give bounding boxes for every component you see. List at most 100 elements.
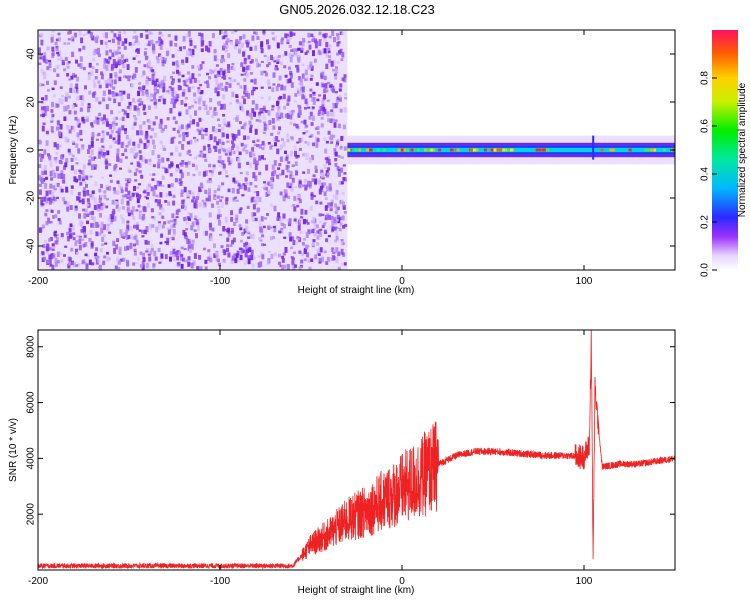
noise-cell <box>244 93 248 97</box>
noise-cell <box>113 165 117 172</box>
noise-cell <box>303 258 307 262</box>
noise-cell <box>97 47 100 54</box>
noise-cell <box>325 140 329 144</box>
noise-cell <box>324 157 328 160</box>
noise-cell <box>101 145 105 148</box>
noise-cell <box>332 89 336 93</box>
noise-cell <box>129 226 133 231</box>
noise-cell <box>186 150 190 155</box>
noise-cell <box>107 217 111 222</box>
noise-cell <box>114 122 118 126</box>
noise-cell <box>118 118 122 121</box>
noise-cell <box>213 55 217 62</box>
noise-cell <box>130 162 134 165</box>
noise-cell <box>53 188 57 191</box>
signal-hotspot <box>538 148 541 152</box>
noise-cell <box>58 50 61 54</box>
noise-cell <box>245 241 249 246</box>
noise-cell <box>77 148 81 154</box>
noise-cell <box>159 204 163 210</box>
noise-cell <box>294 51 298 57</box>
noise-cell <box>222 114 226 117</box>
noise-cell <box>263 187 267 191</box>
noise-cell <box>316 230 320 234</box>
noise-cell <box>114 265 118 270</box>
noise-cell <box>311 229 315 234</box>
noise-cell <box>166 90 170 93</box>
noise-cell <box>260 48 264 54</box>
noise-cell <box>80 37 84 44</box>
noise-cell <box>234 30 238 33</box>
noise-cell <box>231 91 235 98</box>
signal-hotspot <box>609 148 613 152</box>
noise-cell <box>236 101 240 104</box>
noise-cell <box>75 248 78 255</box>
noise-cell <box>94 181 98 187</box>
noise-cell <box>273 160 277 166</box>
noise-cell <box>233 44 237 50</box>
signal-hotspot <box>496 148 500 152</box>
noise-cell <box>284 74 288 78</box>
noise-cell <box>63 165 66 170</box>
noise-cell <box>286 169 290 173</box>
noise-cell <box>276 139 280 142</box>
noise-cell <box>181 74 185 78</box>
noise-cell <box>318 40 322 47</box>
noise-cell <box>67 42 71 45</box>
noise-cell <box>273 227 277 233</box>
noise-cell <box>251 233 255 239</box>
noise-cell <box>98 266 102 270</box>
x-tick-label: 0 <box>399 276 405 287</box>
noise-cell <box>307 180 311 186</box>
noise-cell <box>182 79 186 82</box>
noise-cell <box>135 239 139 246</box>
noise-cell <box>117 102 121 107</box>
noise-cell <box>193 253 197 259</box>
noise-cell <box>279 191 283 196</box>
noise-cell <box>151 43 155 50</box>
noise-cell <box>143 143 147 149</box>
noise-cell <box>154 116 158 120</box>
noise-cell <box>289 170 293 176</box>
noise-cell <box>209 180 213 184</box>
noise-cell <box>209 69 213 75</box>
noise-cell <box>213 243 216 249</box>
noise-cell <box>226 244 230 248</box>
noise-cell <box>91 262 95 266</box>
noise-cell <box>76 76 80 82</box>
signal-hotspot <box>397 148 401 152</box>
noise-cell <box>211 114 215 119</box>
noise-cell <box>125 229 129 233</box>
noise-cell <box>236 82 240 86</box>
noise-cell <box>146 76 149 80</box>
noise-cell <box>156 89 160 94</box>
noise-cell <box>136 108 140 113</box>
noise-cell <box>323 75 327 81</box>
noise-cell <box>45 176 49 180</box>
noise-cell <box>202 231 206 236</box>
noise-cell <box>124 128 127 131</box>
noise-cell <box>312 194 316 198</box>
noise-cell <box>131 206 135 212</box>
noise-cell <box>223 43 227 49</box>
noise-cell <box>260 243 264 247</box>
noise-cell <box>334 256 338 260</box>
noise-cell <box>193 45 197 49</box>
signal-hotspot <box>628 148 632 152</box>
noise-cell <box>292 48 296 53</box>
noise-cell <box>137 60 141 64</box>
noise-cell <box>328 44 332 48</box>
signal-hotspot <box>410 148 414 152</box>
noise-cell <box>86 189 90 196</box>
noise-cell <box>187 30 191 37</box>
colorbar: 0.00.20.40.60.8 Normalized spectral ampl… <box>700 30 748 277</box>
noise-cell <box>157 247 161 252</box>
noise-cell <box>299 78 303 83</box>
noise-cell <box>276 174 280 180</box>
noise-cell <box>214 74 218 79</box>
noise-cell <box>60 233 64 238</box>
noise-cell <box>135 49 138 53</box>
noise-cell <box>121 41 125 46</box>
noise-cell <box>137 196 141 200</box>
noise-cell <box>198 32 202 37</box>
